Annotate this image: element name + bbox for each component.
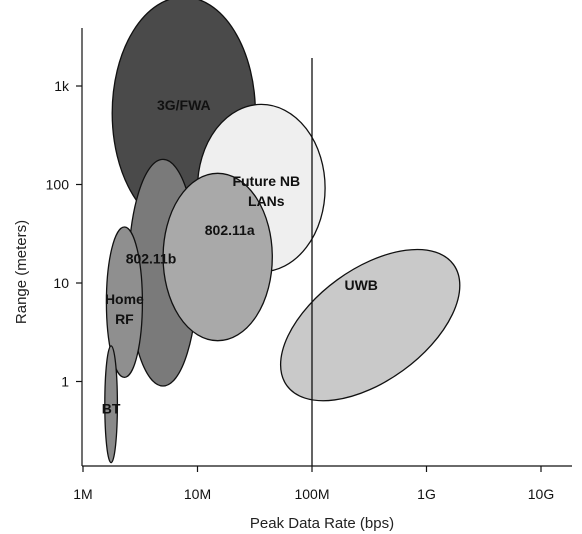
region-label-line: Home [105,291,144,307]
region-label-line: 3G/FWA [157,97,211,113]
y-tick-label: 1 [61,374,69,390]
region-uwb [279,248,461,402]
region-label-802-11b: 802.11b [126,251,177,267]
y-axis-label: Range (meters) [13,220,30,324]
y-tick-label: 10 [53,275,69,291]
x-tick-label: 10M [184,486,211,502]
region-label-line: 802.11b [126,251,177,267]
region-labels-layer: 3G/FWA 802.11b Future NB LANs 802.11a UWB Home… [102,97,378,416]
region-label-line: Future NB [232,173,300,189]
region-label-line: BT [102,400,121,416]
region-label-line: LANs [248,193,285,209]
y-tick-label: 100 [46,177,70,193]
y-tick-label: 1k [54,78,70,94]
axes-layer [81,28,572,467]
region-label-bt: BT [102,400,121,416]
regions-layer [104,0,461,464]
x-tick-label: 1G [417,486,436,502]
region-label-home-rf: Home RF [105,291,144,327]
region-label-802-11a: 802.11a [205,222,255,238]
region-label-uwb: UWB [344,277,377,293]
region-bt [104,345,119,464]
x-tick-label: 10G [528,486,554,502]
region-label-3g-fwa: 3G/FWA [157,97,211,113]
x-tick-label: 1M [73,486,92,502]
region-label-line: RF [115,311,134,327]
region-home-rf [105,226,144,379]
ticks-layer: 1M 10M 100M 1G 10G 1 10 100 1k [46,78,555,502]
region-label-line: UWB [344,277,377,293]
x-tick-label: 100M [294,486,329,502]
region-802-11a [162,172,273,342]
region-label-line: 802.11a [205,222,255,238]
region-label-future-nb-lans: Future NB LANs [232,173,300,209]
x-axis-label: Peak Data Rate (bps) [250,515,394,532]
